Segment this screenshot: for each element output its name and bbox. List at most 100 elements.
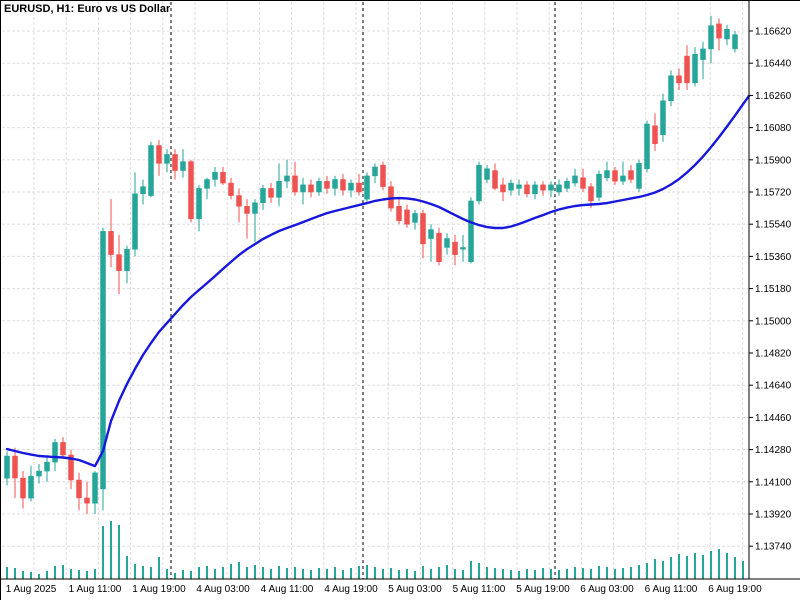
- volume-bar: [622, 568, 624, 579]
- volume-bar: [46, 571, 48, 579]
- price-tick-label: 1.16620: [755, 27, 792, 38]
- volume-bar: [150, 567, 152, 579]
- volume-bar: [174, 573, 176, 579]
- price-tick-label: 1.16260: [755, 91, 792, 102]
- candle-body: [20, 477, 26, 499]
- candle-body: [652, 125, 658, 144]
- volume-bar: [230, 564, 232, 579]
- volume-bar: [670, 557, 672, 579]
- time-axis-labels[interactable]: 1 Aug 2025 1 Aug 11:00 1 Aug 19:00 4 Aug 03…: [6, 584, 762, 595]
- candle-body: [724, 28, 730, 40]
- volume-bar: [414, 571, 416, 579]
- candle-body: [572, 175, 578, 184]
- candle-body: [492, 170, 498, 189]
- candle-body: [108, 231, 114, 255]
- price-tick-label: 1.14280: [755, 445, 792, 456]
- candle-body: [220, 172, 226, 184]
- volume-bar: [318, 568, 320, 579]
- volume-bar: [238, 562, 240, 579]
- candle-body: [92, 472, 98, 504]
- volume-bar: [574, 567, 576, 579]
- candle-body: [12, 455, 18, 479]
- volume-bar: [526, 569, 528, 579]
- candle-body: [84, 497, 90, 504]
- candle-body: [372, 166, 378, 177]
- volume-bar: [134, 564, 136, 579]
- candle-body: [484, 168, 490, 180]
- candle-body: [460, 247, 466, 250]
- volume-bar: [270, 569, 272, 579]
- candle-body: [500, 184, 506, 193]
- volume-bar: [310, 570, 312, 579]
- candle-body: [116, 254, 122, 271]
- volume-bar: [542, 568, 544, 579]
- volume-bar: [438, 567, 440, 579]
- price-axis-labels[interactable]: 1.16620 1.16440 1.16260 1.16080 1.15900 1.157…: [749, 27, 792, 553]
- candle-body: [348, 182, 354, 191]
- volume-bar: [350, 568, 352, 579]
- candle-body: [508, 182, 514, 191]
- volume-bar: [678, 554, 680, 579]
- candle-body: [228, 182, 234, 196]
- candle-body: [732, 34, 738, 50]
- volume-bar: [726, 553, 728, 579]
- volume-bar: [214, 569, 216, 579]
- price-tick-label: 1.15000: [755, 316, 792, 327]
- volume-bar: [126, 556, 128, 579]
- volume-bar: [158, 557, 160, 579]
- candle-body: [596, 173, 602, 198]
- candle-body: [564, 181, 570, 189]
- volume-bar: [486, 567, 488, 579]
- volume-bar: [294, 567, 296, 579]
- volume-bar: [598, 566, 600, 579]
- volume-bar: [118, 525, 120, 579]
- volume-bar: [646, 563, 648, 579]
- candle-body: [316, 181, 322, 193]
- volume-bar: [334, 567, 336, 579]
- volume-bar: [30, 572, 32, 579]
- candle-body: [300, 184, 306, 193]
- volume-bar: [534, 570, 536, 579]
- volume-bar: [734, 557, 736, 579]
- volume-bar: [518, 571, 520, 579]
- candle-body: [140, 186, 146, 195]
- volume-bar: [718, 549, 720, 579]
- volume-bar: [422, 566, 424, 579]
- candle-body: [236, 195, 242, 207]
- candle-body: [68, 454, 74, 481]
- time-tick-label: 4 Aug 03:00: [196, 584, 250, 595]
- volume-bar: [406, 569, 408, 579]
- volume-bar: [286, 568, 288, 579]
- volume-bar: [566, 569, 568, 579]
- volume-bar: [326, 569, 328, 579]
- price-tick-label: 1.14100: [755, 477, 792, 488]
- candle-body: [196, 188, 202, 220]
- volume-bar: [6, 567, 8, 579]
- volume-bar: [206, 566, 208, 579]
- volume-bar: [550, 569, 552, 579]
- candle-body: [364, 175, 370, 200]
- volume-bar: [102, 526, 104, 579]
- volume-bar: [142, 566, 144, 579]
- candle-body: [628, 170, 634, 180]
- candle-body: [260, 188, 266, 203]
- volume-bar: [190, 571, 192, 579]
- time-tick-label: 1 Aug 2025: [6, 584, 57, 595]
- price-tick-label: 1.13740: [755, 542, 792, 553]
- candle-body: [244, 206, 250, 214]
- candle-body: [36, 470, 42, 477]
- volume-bar: [638, 565, 640, 579]
- volume-bar: [494, 568, 496, 579]
- volume-bar: [462, 570, 464, 579]
- candle-body: [412, 213, 418, 223]
- candle-body: [468, 200, 474, 263]
- grid-lines: [2, 2, 748, 579]
- volume-bar: [166, 569, 168, 579]
- candle-body: [324, 181, 330, 189]
- time-tick-label: 4 Aug 11:00: [261, 584, 314, 595]
- candle-body: [340, 179, 346, 191]
- volume-bar: [262, 567, 264, 579]
- volume-bar: [606, 567, 608, 579]
- candle-body: [28, 475, 34, 499]
